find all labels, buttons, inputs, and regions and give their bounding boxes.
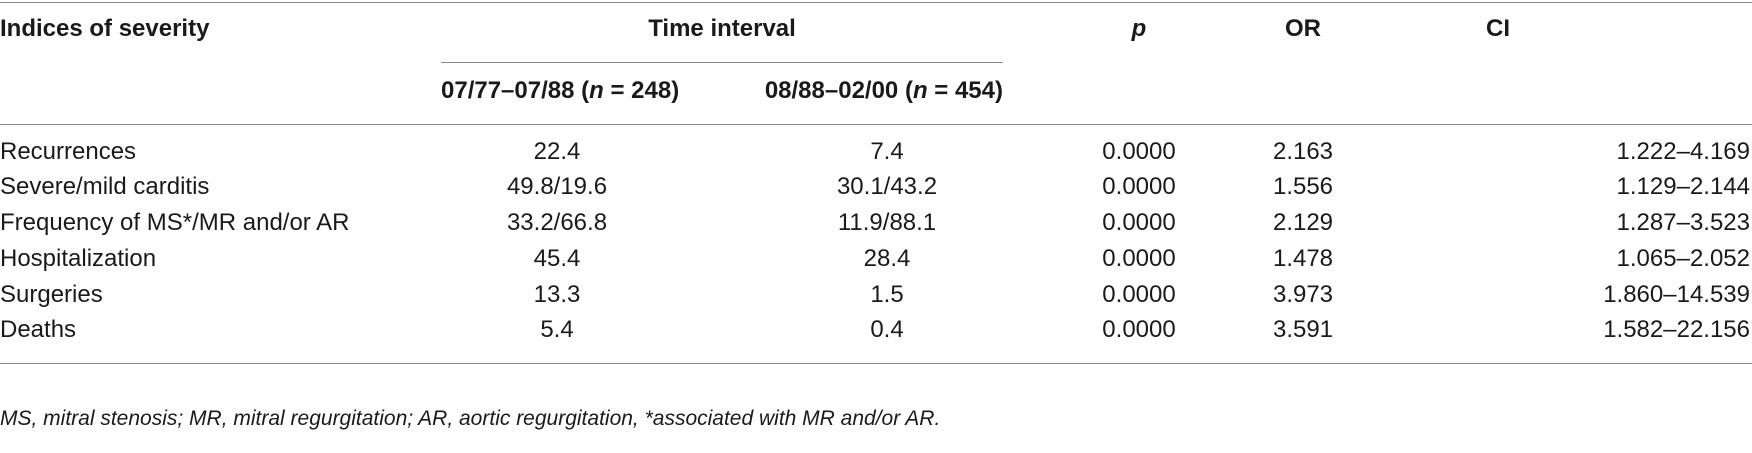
cell-index: Hospitalization bbox=[0, 245, 157, 272]
cell-period-1: 45.4 bbox=[533, 245, 581, 272]
cell-period-1: 49.8/19.6 bbox=[506, 173, 608, 200]
cell-ci: 1.582–22.156 bbox=[1603, 316, 1750, 343]
cell-index: Severe/mild carditis bbox=[0, 173, 210, 200]
header-or: OR bbox=[1285, 15, 1321, 42]
cell-or: 1.556 bbox=[1272, 173, 1334, 200]
cell-ci: 1.860–14.539 bbox=[1603, 281, 1750, 308]
cell-ci: 1.287–3.523 bbox=[1616, 209, 1750, 236]
cell-p: 0.0000 bbox=[1102, 209, 1176, 236]
cell-or: 3.973 bbox=[1272, 281, 1334, 308]
table-footnote: MS, mitral stenosis; MR, mitral regurgit… bbox=[0, 407, 941, 430]
time-interval-rule bbox=[441, 62, 1003, 63]
cell-ci: 1.129–2.144 bbox=[1616, 173, 1750, 200]
header-time-interval: Time interval bbox=[648, 15, 796, 42]
cell-period-2: 30.1/43.2 bbox=[836, 173, 938, 200]
cell-index: Deaths bbox=[0, 316, 77, 343]
cell-index: Frequency of MS*/MR and/or AR bbox=[0, 209, 350, 236]
header-p: p bbox=[1131, 15, 1147, 42]
header-ci: CI bbox=[1486, 15, 1510, 42]
cell-p: 0.0000 bbox=[1102, 173, 1176, 200]
table-bottom-rule bbox=[0, 363, 1752, 364]
cell-period-2: 11.9/88.1 bbox=[837, 209, 937, 236]
header-bottom-rule bbox=[0, 124, 1752, 125]
cell-or: 2.163 bbox=[1272, 138, 1334, 165]
cell-period-2: 0.4 bbox=[870, 316, 904, 343]
cell-period-2: 1.5 bbox=[870, 281, 904, 308]
header-period-1-suffix: = 248) bbox=[603, 77, 680, 104]
cell-or: 2.129 bbox=[1272, 209, 1334, 236]
cell-index: Surgeries bbox=[0, 281, 103, 308]
header-period-2: 08/88–02/00 (n = 454) bbox=[765, 76, 1003, 106]
header-indices: Indices of severity bbox=[0, 15, 210, 42]
cell-period-2: 7.4 bbox=[870, 138, 904, 165]
cell-p: 0.0000 bbox=[1102, 316, 1176, 343]
header-period-1-n: n bbox=[589, 77, 604, 104]
header-period-2-suffix: = 454) bbox=[927, 77, 1003, 104]
cell-period-1: 13.3 bbox=[533, 281, 581, 308]
cell-period-1: 33.2/66.8 bbox=[506, 209, 608, 236]
header-period-1-prefix: 07/77–07/88 ( bbox=[441, 77, 590, 104]
cell-p: 0.0000 bbox=[1102, 281, 1176, 308]
cell-or: 3.591 bbox=[1272, 316, 1334, 343]
cell-period-1: 22.4 bbox=[533, 138, 581, 165]
cell-ci: 1.222–4.169 bbox=[1616, 138, 1750, 165]
header-period-2-n: n bbox=[912, 77, 928, 104]
cell-index: Recurrences bbox=[0, 138, 137, 165]
header-period-1: 07/77–07/88 (n = 248) bbox=[441, 76, 679, 106]
cell-or: 1.478 bbox=[1272, 245, 1334, 272]
header-period-2-prefix: 08/88–02/00 ( bbox=[764, 77, 913, 104]
cell-ci: 1.065–2.052 bbox=[1616, 245, 1750, 272]
cell-period-2: 28.4 bbox=[863, 245, 911, 272]
cell-p: 0.0000 bbox=[1102, 138, 1176, 165]
top-rule bbox=[0, 2, 1752, 3]
cell-p: 0.0000 bbox=[1102, 245, 1176, 272]
cell-period-1: 5.4 bbox=[540, 316, 574, 343]
